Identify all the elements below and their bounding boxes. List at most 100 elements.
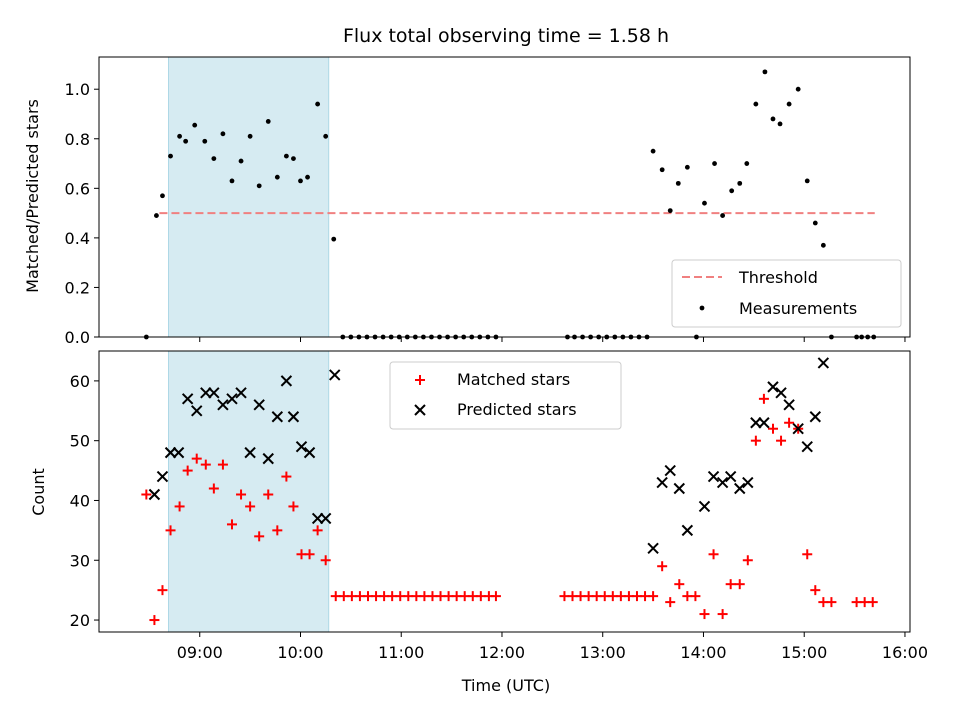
- measurement-point: [154, 213, 159, 218]
- top-y-tick-label: 0.4: [65, 229, 90, 248]
- measurement-point: [274, 174, 280, 180]
- predicted-star-point: [698, 500, 711, 513]
- predicted-star-point: [767, 381, 779, 393]
- measurement-point: [659, 167, 665, 173]
- matched-star-point: [734, 579, 745, 590]
- measurement-point: [729, 188, 735, 194]
- matched-star-point: [750, 435, 761, 446]
- marker-stroke: [801, 440, 813, 453]
- measurement-point: [820, 242, 826, 248]
- matched-star-point: [665, 597, 676, 608]
- matched-star-point: [674, 579, 685, 590]
- matched-star-point: [174, 501, 185, 512]
- legend-predicted-swatch: [414, 404, 426, 416]
- measurement-point: [323, 133, 329, 139]
- matched-star-point: [157, 585, 168, 596]
- matched-star-point: [165, 525, 176, 536]
- measurement-point: [220, 131, 226, 137]
- matched-star-point: [657, 561, 668, 572]
- matched-star-point: [191, 453, 202, 464]
- predicted-star-point: [329, 369, 341, 381]
- marker-stroke: [303, 446, 316, 459]
- marker-stroke: [783, 399, 795, 411]
- measurement-point: [684, 164, 690, 170]
- bottom-panel: 20 30 40 50 60 09:00 10:00 11:00 12:00 13:00 14:0…: [29, 350, 928, 695]
- matched-star-points: [141, 393, 878, 626]
- matched-star-point: [648, 591, 659, 602]
- bottom-x-ticks: 09:00 10:00 11:00 12:00 13:00 14:00 15:00 16:00: [177, 632, 928, 662]
- marker-stroke: [716, 476, 729, 489]
- marker-stroke: [698, 500, 711, 513]
- predicted-star-point: [181, 393, 194, 405]
- matched-star-point: [320, 555, 331, 566]
- marker-stroke: [809, 411, 822, 423]
- predicted-star-point: [148, 488, 161, 501]
- x-tick-label: 15:00: [781, 643, 827, 662]
- matched-star-point: [810, 585, 821, 596]
- marker-stroke: [244, 446, 256, 459]
- legend-threshold-label: Threshold: [738, 268, 818, 287]
- measurement-point: [770, 116, 776, 122]
- matched-star-point: [826, 597, 837, 608]
- predicted-star-point: [280, 375, 293, 387]
- predicted-star-point: [758, 417, 770, 429]
- marker-stroke: [742, 476, 754, 489]
- measurement-point: [762, 69, 768, 75]
- predicted-star-point: [681, 524, 694, 537]
- marker-stroke: [287, 411, 300, 423]
- matched-star-point: [784, 417, 795, 428]
- matched-star-point: [708, 549, 719, 560]
- measurement-point: [720, 213, 726, 218]
- matched-star-point: [312, 525, 323, 536]
- marker-stroke: [271, 411, 284, 423]
- marker-stroke: [414, 404, 426, 416]
- marker-stroke: [656, 476, 668, 489]
- matched-star-point: [717, 609, 728, 620]
- predicted-star-point: [801, 440, 813, 453]
- marker-stroke: [319, 512, 332, 525]
- predicted-star-point: [208, 387, 220, 399]
- predicted-star-points: [148, 357, 830, 555]
- measurement-point: [192, 122, 198, 128]
- marker-stroke: [280, 375, 293, 387]
- matched-star-point: [141, 489, 152, 500]
- measurement-point: [650, 148, 656, 154]
- marker-stroke: [191, 405, 203, 417]
- matched-star-point: [288, 501, 299, 512]
- legend-measurement-swatch: [699, 305, 705, 311]
- top-shaded-interval: [168, 56, 330, 338]
- matched-star-point: [802, 549, 813, 560]
- marker-stroke: [217, 399, 229, 411]
- top-legend: Threshold Measurements: [671, 259, 902, 328]
- chart-title: Flux total observing time = 1.58 h: [343, 25, 669, 47]
- matched-star-point: [304, 549, 315, 560]
- top-y-tick-label: 0.6: [65, 179, 90, 198]
- measurement-point: [744, 161, 750, 166]
- matched-star-point: [690, 591, 701, 602]
- predicted-star-point: [707, 470, 720, 483]
- matched-star-point: [281, 471, 292, 482]
- predicted-star-point: [734, 482, 746, 495]
- bottom-y-ticks: 20 30 40 50 60: [70, 372, 99, 630]
- measurement-point: [777, 121, 783, 127]
- bottom-shaded-interval: [168, 350, 330, 633]
- bottom-y-tick-label: 40: [70, 491, 90, 510]
- measurement-point: [667, 208, 673, 214]
- matched-star-point: [490, 591, 501, 602]
- predicted-star-point: [716, 476, 729, 489]
- marker-stroke: [724, 470, 737, 483]
- predicted-star-point: [191, 405, 203, 417]
- measurement-point: [247, 133, 253, 139]
- measurement-point: [331, 236, 337, 242]
- measurement-point: [298, 178, 303, 184]
- bottom-y-tick-label: 50: [70, 432, 90, 451]
- legend-measurement-label: Measurements: [739, 299, 857, 318]
- top-y-tick-label: 0.8: [65, 130, 90, 149]
- predicted-star-point: [792, 423, 804, 435]
- predicted-star-point: [253, 399, 265, 411]
- matched-star-point: [263, 489, 274, 500]
- measurement-point: [211, 156, 217, 161]
- measurement-point: [202, 138, 208, 144]
- matched-star-point: [725, 579, 736, 590]
- measurement-point: [291, 156, 296, 161]
